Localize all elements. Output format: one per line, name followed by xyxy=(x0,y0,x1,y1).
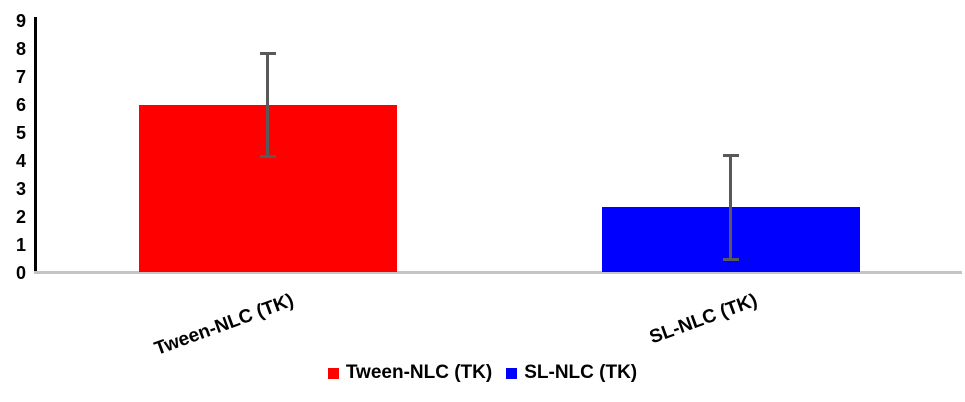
x-axis-category-label: Tween-NLC (TK) xyxy=(151,290,297,360)
y-axis-tick-label: 6 xyxy=(15,95,26,115)
y-axis-tick-label: 0 xyxy=(15,263,26,283)
y-axis-tick-label: 1 xyxy=(15,235,26,255)
error-bar-cap xyxy=(259,51,276,55)
x-axis-category-label: SL-NLC (TK) xyxy=(646,290,760,349)
error-bar-cap xyxy=(259,155,276,159)
error-bar-line xyxy=(266,53,269,157)
y-axis-line xyxy=(34,17,37,273)
legend: Tween-NLC (TK) SL-NLC (TK) xyxy=(0,362,965,384)
y-axis-tick-label: 8 xyxy=(15,39,26,59)
legend-label: SL-NLC (TK) xyxy=(524,362,638,383)
legend-item: Tween-NLC (TK) xyxy=(327,362,493,384)
legend-label: Tween-NLC (TK) xyxy=(345,362,493,383)
y-axis-tick-label: 2 xyxy=(15,207,26,227)
x-axis-line xyxy=(34,271,962,274)
y-axis-tick-label: 3 xyxy=(15,179,26,199)
legend-item: SL-NLC (TK) xyxy=(506,362,637,384)
error-bar-cap xyxy=(722,153,739,157)
error-bar-cap xyxy=(722,257,739,261)
y-axis-tick-label: 7 xyxy=(15,67,26,87)
error-bar-line xyxy=(729,155,732,259)
y-axis-tick-label: 5 xyxy=(15,123,26,143)
legend-swatch-icon xyxy=(506,367,518,379)
y-axis-tick-label: 4 xyxy=(15,151,26,171)
legend-swatch-icon xyxy=(327,367,339,379)
y-axis-tick-label: 9 xyxy=(15,11,26,31)
